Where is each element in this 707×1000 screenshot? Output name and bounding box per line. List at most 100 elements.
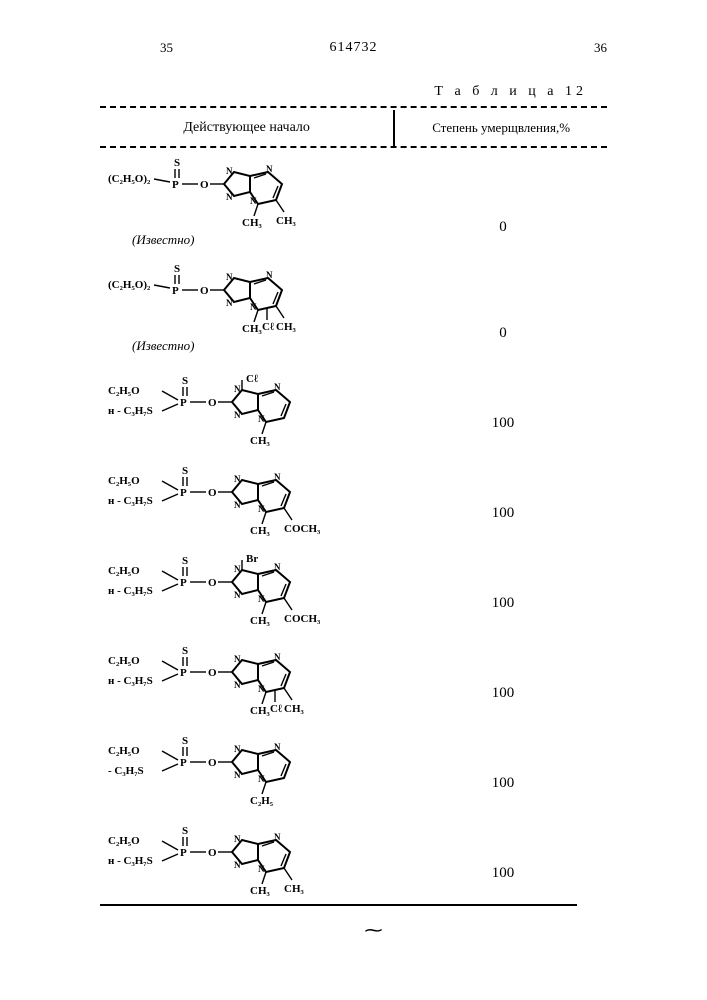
chem-sulfur: S xyxy=(174,263,180,275)
chem-structure: C₂H₅O - C₃H₇S P S O N N N N C₂H₅ xyxy=(102,730,362,808)
chem-phosphorus: P xyxy=(180,757,187,769)
chem-top-sub: Cℓ xyxy=(246,373,259,385)
chem-left-group-1: C₂H₅O xyxy=(108,565,140,577)
table-row: C₂H₅O н - C₃H₇S P S O N N N N CH₃ CH₃ 10… xyxy=(100,810,607,900)
table-row: (C₂H₅O)₂ P S O N N N N CH₃ CH₃ (Известно… xyxy=(100,148,607,254)
cell-value: 100 xyxy=(399,415,607,450)
chem-sub2: CH₃ xyxy=(284,703,305,715)
table-row: C₂H₅O - C₃H₇S P S O N N N N C₂H₅ 100 xyxy=(100,720,607,810)
chem-phosphorus: P xyxy=(180,667,187,679)
chem-sulfur: S xyxy=(182,465,188,477)
chem-n1: N xyxy=(234,680,241,690)
chem-structure: (C₂H₅O)₂ P S O N N N N CH₃ Cℓ CH₃ xyxy=(102,258,362,336)
known-label: (Известно) xyxy=(132,232,393,248)
chem-n4: N xyxy=(258,594,265,604)
chem-left-group-1: C₂H₅O xyxy=(108,475,140,487)
chem-n1: N xyxy=(234,500,241,510)
chem-sub2: CH₃ xyxy=(276,321,297,333)
chem-n1: N xyxy=(234,410,241,420)
chem-sub2: CH₃ xyxy=(276,215,297,227)
chem-n2: N xyxy=(234,744,241,754)
chem-n3: N xyxy=(274,832,281,842)
chem-n3: N xyxy=(274,652,281,662)
chem-sub1: CH₃ xyxy=(242,323,263,335)
cell-compound: (C₂H₅O)₂ P S O N N N N CH₃ Cℓ CH₃ (Извес… xyxy=(100,254,399,360)
chem-n1: N xyxy=(234,860,241,870)
chem-oxygen: O xyxy=(208,847,217,859)
chem-sub1: CH₃ xyxy=(250,705,271,717)
chem-phosphorus: P xyxy=(180,577,187,589)
chem-sub2: COCH₃ xyxy=(284,613,321,625)
chem-top-sub: Br xyxy=(246,553,258,565)
chem-structure: C₂H₅O н - C₃H₇S P S O N N N N Cℓ CH₃ xyxy=(102,370,362,448)
chem-n3: N xyxy=(274,472,281,482)
chem-sub1: CH₃ xyxy=(250,525,271,537)
cell-compound: C₂H₅O н - C₃H₇S P S O N N N N CH₃ Cℓ CH₃ xyxy=(100,636,399,720)
chem-n4: N xyxy=(258,684,265,694)
rule-top xyxy=(100,106,607,108)
chem-left-group-2: н - C₃H₇S xyxy=(108,675,153,687)
chem-mid-sub: Cℓ xyxy=(262,321,275,333)
table: Действующее начало Степень умерщвления,%… xyxy=(100,106,607,906)
table-body: (C₂H₅O)₂ P S O N N N N CH₃ CH₃ (Известно… xyxy=(100,146,607,900)
chem-n2: N xyxy=(226,272,233,282)
chem-oxygen: O xyxy=(208,667,217,679)
chem-n2: N xyxy=(226,166,233,176)
cell-value: 0 xyxy=(399,219,607,254)
chem-n1: N xyxy=(234,770,241,780)
chem-sub1: CH₃ xyxy=(242,217,263,229)
chem-sub1: CH₃ xyxy=(250,615,271,627)
cell-value: 100 xyxy=(399,505,607,540)
chem-structure: C₂H₅O н - C₃H₇S P S O N N N N CH₃ CH₃ xyxy=(102,820,362,898)
chem-n2: N xyxy=(234,654,241,664)
chem-sulfur: S xyxy=(174,157,180,169)
chem-n4: N xyxy=(250,196,257,206)
chem-structure: C₂H₅O н - C₃H₇S P S O N N N N CH₃ COCH₃ xyxy=(102,460,362,538)
chem-sub1: CH₃ xyxy=(250,435,271,447)
chem-n3: N xyxy=(274,562,281,572)
chem-mid-sub: Cℓ xyxy=(270,703,283,715)
chem-sulfur: S xyxy=(182,555,188,567)
chem-sub1: CH₃ xyxy=(250,885,271,897)
chem-n3: N xyxy=(266,164,273,174)
chem-n4: N xyxy=(258,504,265,514)
cell-compound: C₂H₅O н - C₃H₇S P S O N N N N Cℓ CH₃ xyxy=(100,366,399,450)
chem-oxygen: O xyxy=(208,397,217,409)
chem-n3: N xyxy=(274,382,281,392)
table-row: (C₂H₅O)₂ P S O N N N N CH₃ Cℓ CH₃ (Извес… xyxy=(100,254,607,360)
chem-phosphorus: P xyxy=(180,847,187,859)
table-header: Действующее начало Степень умерщвления,% xyxy=(100,110,607,146)
chem-oxygen: O xyxy=(200,179,209,191)
chem-left-group-1: (C₂H₅O)₂ xyxy=(108,279,151,291)
chem-oxygen: O xyxy=(208,487,217,499)
chem-n2: N xyxy=(234,564,241,574)
cell-value: 100 xyxy=(399,595,607,630)
cell-compound: C₂H₅O н - C₃H₇S P S O N N N N CH₃ CH₃ xyxy=(100,816,399,900)
chem-sub2: COCH₃ xyxy=(284,523,321,535)
chem-phosphorus: P xyxy=(180,397,187,409)
cell-value: 100 xyxy=(399,685,607,720)
chem-left-group-1: C₂H₅O xyxy=(108,745,140,757)
rule-bottom xyxy=(100,904,577,906)
table-caption: Т а б л и ц а 12 xyxy=(100,84,587,100)
chem-n4: N xyxy=(258,864,265,874)
chem-left-group-2: н - C₃H₇S xyxy=(108,585,153,597)
chem-structure: (C₂H₅O)₂ P S O N N N N CH₃ CH₃ xyxy=(102,152,362,230)
chem-n2: N xyxy=(234,834,241,844)
table-row: C₂H₅O н - C₃H₇S P S O N N N N CH₃ Cℓ CH₃… xyxy=(100,630,607,720)
chem-n1: N xyxy=(226,192,233,202)
cell-compound: (C₂H₅O)₂ P S O N N N N CH₃ CH₃ (Известно… xyxy=(100,148,399,254)
chem-left-group-1: C₂H₅O xyxy=(108,835,140,847)
cell-value: 0 xyxy=(399,325,607,360)
table-row: C₂H₅O н - C₃H₇S P S O N N N N Br CH₃ COC… xyxy=(100,540,607,630)
chem-n3: N xyxy=(266,270,273,280)
chem-oxygen: O xyxy=(200,285,209,297)
chem-n4: N xyxy=(258,774,265,784)
chem-oxygen: O xyxy=(208,577,217,589)
chem-phosphorus: P xyxy=(172,285,179,297)
chem-structure: C₂H₅O н - C₃H₇S P S O N N N N CH₃ Cℓ CH₃ xyxy=(102,640,362,718)
chem-oxygen: O xyxy=(208,757,217,769)
chem-n4: N xyxy=(258,414,265,424)
chem-left-group-1: C₂H₅O xyxy=(108,385,140,397)
chem-sulfur: S xyxy=(182,735,188,747)
